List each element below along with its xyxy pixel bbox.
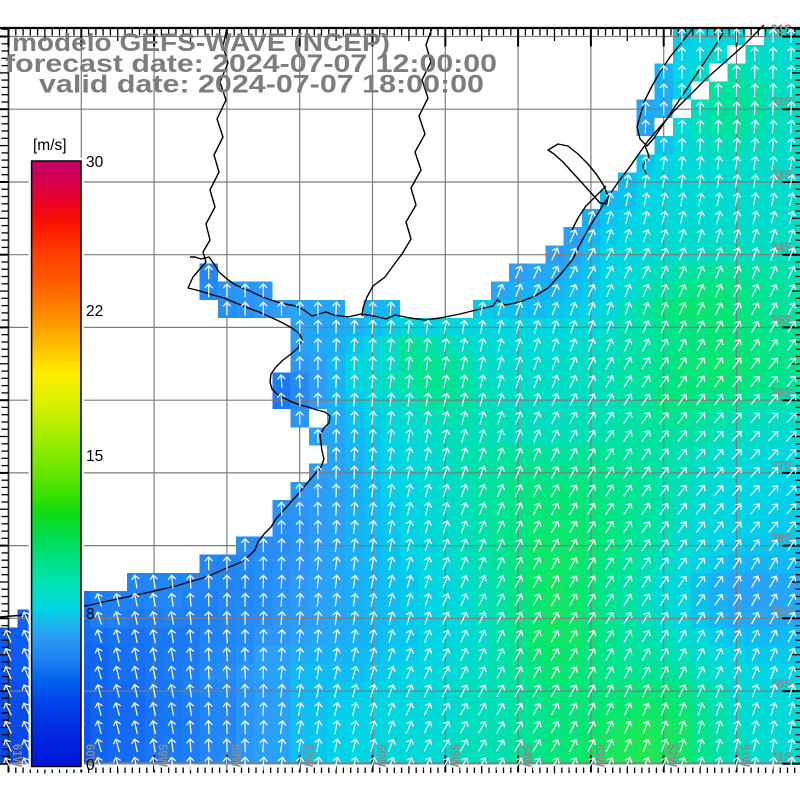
svg-text:53W: 53W (592, 744, 607, 768)
svg-text:60W: 60W (83, 744, 98, 768)
svg-text:59W: 59W (156, 744, 171, 768)
svg-text:51W: 51W (738, 744, 753, 768)
svg-text:22: 22 (86, 303, 103, 320)
svg-text:modelo GEFS-WAVE (NCEP): modelo GEFS-WAVE (NCEP) (12, 29, 390, 57)
svg-text:0: 0 (86, 757, 95, 774)
svg-text:15: 15 (86, 448, 103, 465)
svg-text:38S: 38S (771, 531, 792, 546)
svg-text:58W: 58W (228, 744, 243, 768)
svg-text:30: 30 (86, 154, 104, 171)
svg-text:54W: 54W (520, 744, 535, 768)
svg-text:forecast date: 2024-07-07 12:0: forecast date: 2024-07-07 12:00:00 (5, 50, 497, 78)
svg-text:55W: 55W (447, 744, 462, 768)
svg-text:[m/s]: [m/s] (33, 137, 67, 154)
svg-text:8: 8 (86, 606, 95, 623)
svg-text:61W: 61W (10, 744, 25, 768)
svg-text:57W: 57W (301, 744, 316, 768)
svg-text:52W: 52W (665, 744, 680, 768)
svg-text:31S: 31S (771, 22, 792, 37)
svg-text:41S: 41S (771, 749, 792, 764)
svg-text:valid date: 2024-07-07 18:00:0: valid date: 2024-07-07 18:00:00 (39, 71, 484, 99)
svg-text:56W: 56W (374, 744, 389, 768)
svg-text:32S: 32S (771, 94, 792, 109)
